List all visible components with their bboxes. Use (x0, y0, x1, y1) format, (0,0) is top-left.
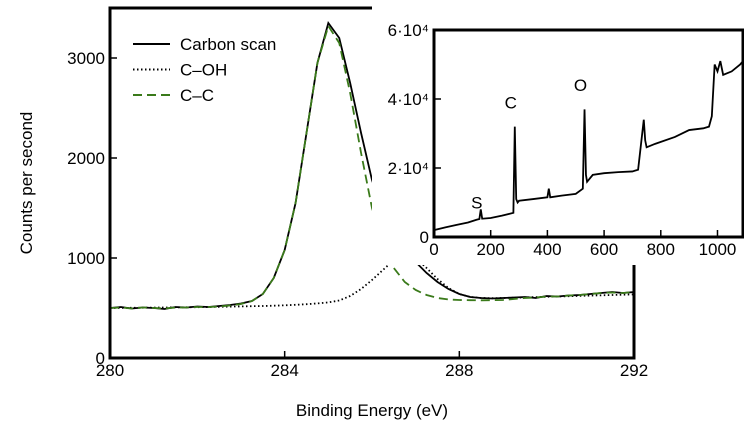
inset-background (372, 3, 744, 265)
y-tick-label: 1000 (67, 249, 105, 268)
x-tick-label: 0 (429, 240, 438, 259)
x-tick-label: 284 (270, 361, 298, 380)
x-tick-label: 288 (445, 361, 473, 380)
y-tick-label: 0 (96, 349, 105, 368)
y-tick-label: 6·10⁴ (388, 21, 429, 40)
x-tick-label: 400 (533, 240, 561, 259)
y-tick-label: 0 (420, 228, 429, 247)
x-tick-label: 600 (590, 240, 618, 259)
x-axis-label: Binding Energy (eV) (296, 401, 448, 420)
x-tick-label: 200 (477, 240, 505, 259)
y-tick-label: 2·10⁴ (388, 159, 429, 178)
peak-label: O (574, 76, 587, 95)
plot-frame (432, 28, 744, 239)
peak-label: C (505, 93, 517, 112)
y-tick-label: 4·10⁴ (388, 90, 429, 109)
peak-label: S (471, 193, 482, 212)
data-line (433, 60, 744, 231)
data-line (109, 253, 635, 309)
x-tick-label: 280 (96, 361, 124, 380)
y-tick-label: 3000 (67, 49, 105, 68)
legend-label: C–OH (180, 61, 227, 80)
y-tick-label: 2000 (67, 149, 105, 168)
x-tick-label: 292 (620, 361, 648, 380)
x-tick-label: 1000 (699, 240, 737, 259)
x-tick-label: 800 (647, 240, 675, 259)
y-axis-label: Counts per second (17, 112, 36, 255)
legend-label: C–C (180, 86, 214, 105)
legend-label: Carbon scan (180, 35, 276, 54)
